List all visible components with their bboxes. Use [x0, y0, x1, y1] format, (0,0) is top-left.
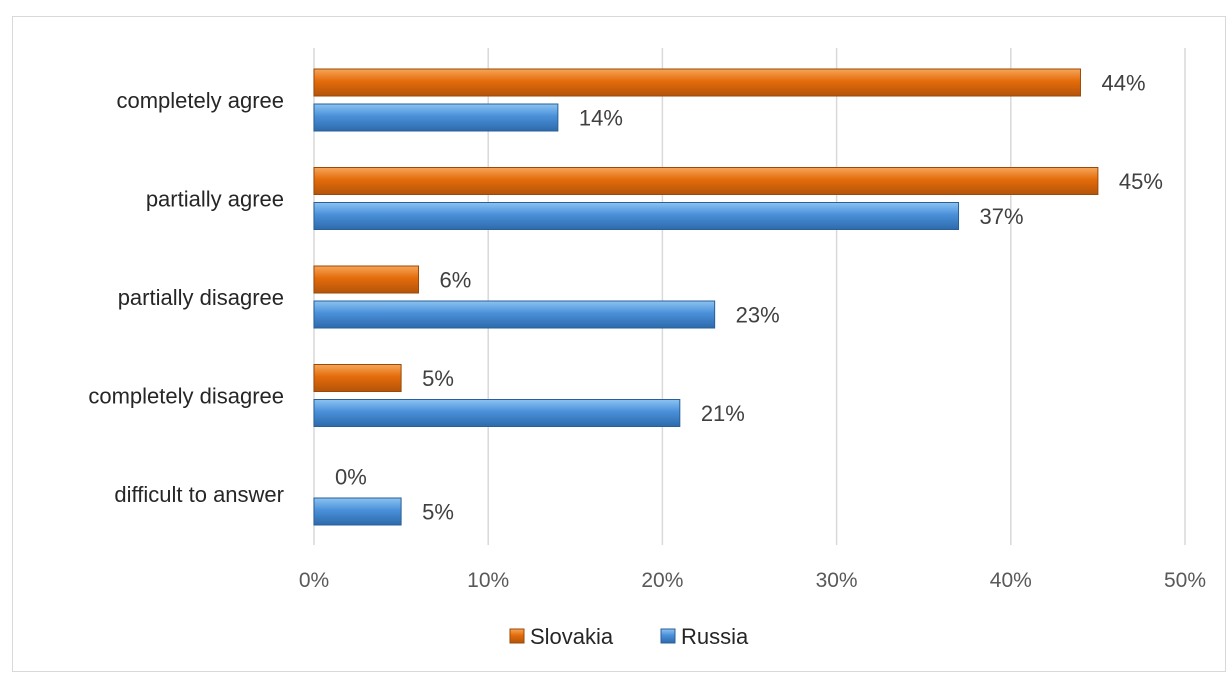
x-tick-label: 10%	[467, 569, 509, 592]
bar-russia	[313, 399, 681, 427]
data-label-russia: 14%	[579, 106, 623, 131]
x-tick-label: 0%	[299, 569, 329, 592]
category-label: completely disagree	[88, 384, 284, 409]
data-label-russia: 37%	[980, 204, 1024, 229]
bar-slovakia	[313, 265, 420, 294]
bar-russia	[313, 103, 559, 132]
category-label: completely agree	[116, 88, 284, 113]
data-label-slovakia: 0%	[335, 465, 367, 490]
bars	[313, 68, 1099, 526]
bar-slovakia	[313, 364, 402, 392]
x-tick-label: 20%	[641, 569, 683, 592]
x-tick-label: 50%	[1164, 569, 1206, 592]
legend-label-russia: Russia	[681, 624, 749, 649]
data-label-russia: 21%	[701, 401, 745, 426]
labels: 0% 10% 20% 30% 40% 50% completely agree 44% 14% p…	[88, 71, 1206, 593]
category-label: difficult to answer	[114, 482, 284, 507]
chart-frame	[12, 16, 1226, 672]
x-tick-label: 40%	[990, 569, 1032, 592]
bar-russia	[313, 300, 716, 329]
bar-russia	[313, 202, 960, 230]
legend: Slovakia Russia	[509, 624, 749, 649]
legend-swatch-russia	[660, 628, 676, 644]
legend-swatch-slovakia	[509, 628, 525, 644]
legend-label-slovakia: Slovakia	[530, 624, 614, 649]
bar-slovakia	[313, 167, 1099, 195]
category-label: partially disagree	[118, 285, 284, 310]
bar-slovakia	[313, 68, 1081, 97]
data-label-slovakia: 5%	[422, 366, 454, 391]
data-label-slovakia: 6%	[440, 268, 472, 293]
data-label-slovakia: 45%	[1119, 169, 1163, 194]
x-tick-label: 30%	[816, 569, 858, 592]
data-label-russia: 5%	[422, 500, 454, 525]
data-label-russia: 23%	[736, 303, 780, 328]
bar-russia	[313, 497, 402, 526]
category-label: partially agree	[146, 187, 284, 212]
data-label-slovakia: 44%	[1101, 71, 1145, 96]
